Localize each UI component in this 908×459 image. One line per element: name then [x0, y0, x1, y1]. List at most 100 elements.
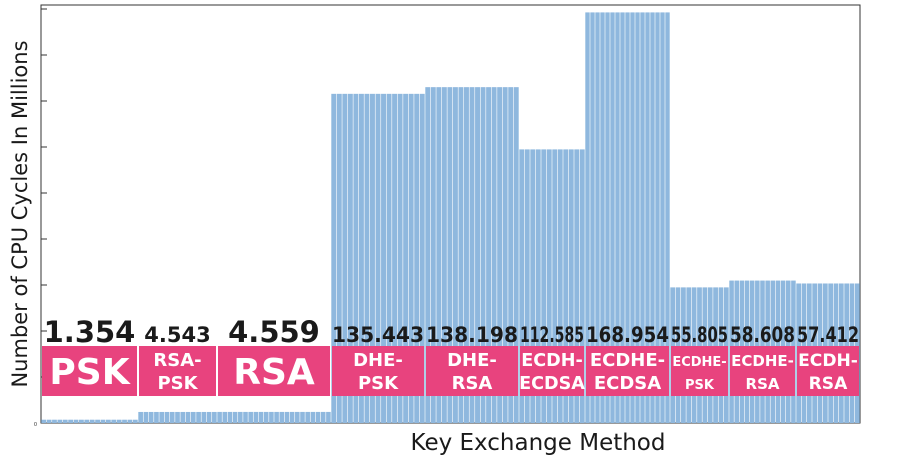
bar: [169, 411, 175, 423]
method-label: ECDHE-: [672, 355, 726, 370]
value-label: 135.443: [332, 323, 424, 347]
bar: [300, 411, 305, 423]
bar: [650, 12, 655, 424]
bar: [458, 87, 464, 424]
bar: [336, 93, 342, 423]
method-label: ECDSA: [519, 374, 585, 394]
bar: [640, 12, 645, 424]
method-band-segment: [42, 346, 137, 396]
method-label: RSA: [233, 352, 315, 393]
bar: [530, 149, 536, 423]
bar: [665, 12, 670, 424]
bar: [342, 93, 348, 423]
bar: [497, 87, 503, 424]
bar: [52, 419, 57, 423]
bar: [143, 411, 149, 423]
bar: [655, 12, 660, 424]
bar: [535, 149, 541, 423]
bar: [552, 149, 558, 423]
bar: [403, 93, 409, 423]
value-label: 168.954: [586, 323, 669, 347]
method-band-segment: [797, 346, 859, 396]
bar: [358, 93, 364, 423]
bar: [138, 411, 143, 423]
method-band-segment: [520, 346, 584, 396]
bar: [105, 419, 111, 423]
bar: [111, 419, 117, 423]
bar: [605, 12, 610, 424]
value-label: 57.412: [797, 323, 859, 347]
method-label: ECDHE-: [590, 350, 665, 371]
method-band-segment: [426, 346, 518, 396]
bar: [620, 12, 625, 424]
bar: [392, 93, 398, 423]
method-label: ECDSA: [594, 373, 661, 394]
method-label: PSK: [358, 373, 399, 394]
bar: [625, 12, 630, 424]
bar: [600, 12, 605, 424]
bar: [347, 93, 353, 423]
bar: [353, 93, 359, 423]
bar: [248, 411, 253, 423]
bar: [541, 149, 547, 423]
method-label: PSK: [49, 352, 130, 393]
method-label: RSA: [452, 373, 493, 394]
bar: [660, 12, 665, 424]
bar: [190, 411, 196, 423]
method-label: RSA-: [153, 350, 201, 371]
bar: [502, 87, 508, 424]
bar: [164, 411, 170, 423]
bar: [263, 411, 269, 423]
bar: [370, 93, 375, 423]
bar: [79, 419, 84, 423]
value-label: 4.543: [144, 323, 210, 347]
bar: [519, 149, 525, 423]
bar: [563, 149, 569, 423]
method-label: RSA: [746, 375, 780, 393]
bar: [243, 411, 248, 423]
method-band-segment: [730, 346, 795, 396]
bar: [397, 93, 403, 423]
bar: [590, 12, 595, 424]
bar: [274, 411, 279, 423]
bar: [289, 411, 295, 423]
bar: [310, 411, 316, 423]
bar: [212, 411, 217, 423]
bar: [258, 411, 264, 423]
method-label: DHE-: [447, 350, 497, 371]
bar: [574, 149, 580, 423]
method-label: ECDH-: [521, 351, 583, 371]
bar: [447, 87, 453, 424]
bar: [610, 12, 615, 424]
bar: [524, 149, 530, 423]
bar: [154, 411, 159, 423]
value-label: 58.608: [730, 323, 795, 347]
bar: [116, 419, 122, 423]
bar: [132, 419, 138, 423]
method-band-segment: [218, 346, 330, 396]
bar: [238, 411, 243, 423]
bar: [579, 149, 585, 423]
bar: [84, 419, 90, 423]
value-label: 4.559: [228, 315, 320, 349]
bar: [148, 411, 154, 423]
bar: [127, 419, 133, 423]
bar: [452, 87, 458, 424]
bar: [122, 419, 127, 423]
bar: [436, 87, 442, 424]
bar: [464, 87, 469, 424]
bar: [513, 87, 519, 424]
bar: [253, 411, 259, 423]
bar: [73, 419, 79, 423]
bar: [375, 93, 381, 423]
bar: [180, 411, 186, 423]
bar: [425, 87, 431, 424]
bar: [315, 411, 321, 423]
bar: [491, 87, 497, 424]
value-label: 138.198: [426, 323, 518, 347]
bar: [175, 411, 180, 423]
bar: [159, 411, 165, 423]
bar: [217, 411, 222, 423]
bar: [595, 12, 600, 424]
